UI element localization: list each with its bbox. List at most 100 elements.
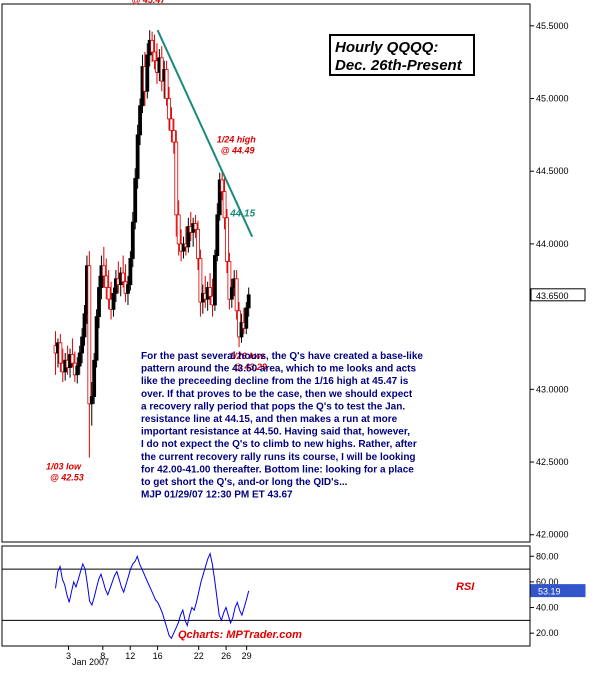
candle (70, 338, 75, 368)
candle (193, 214, 198, 239)
candle (126, 275, 130, 305)
candle (133, 168, 138, 230)
candle (176, 200, 181, 256)
rsi-last-label: 53.19 (538, 587, 561, 597)
rsi-y-tick-label: 80.00 (536, 551, 559, 561)
candle (99, 255, 104, 300)
candle (97, 275, 101, 329)
annotation-high-124-line2: @ 44.49 (221, 146, 255, 156)
price-y-tick-label: 42.5000 (536, 457, 569, 467)
rsi-y-tick-label: 60.00 (536, 577, 559, 587)
candle (198, 249, 203, 317)
candle (244, 302, 249, 335)
candle (145, 43, 150, 99)
rsi-y-tick-label: 40.00 (536, 603, 559, 613)
candle (77, 345, 82, 375)
x-tick-label: 12 (125, 651, 135, 661)
rsi-label: RSI (456, 581, 475, 593)
candle (169, 107, 174, 143)
candle (82, 304, 87, 346)
candle (181, 236, 186, 259)
candle (114, 270, 118, 303)
commentary-line: pattern around the 43.50 area, which to … (141, 364, 417, 375)
title-box: Hourly QQQQ: Dec. 26th-Present (329, 34, 475, 76)
annotation-high-116-line2: @ 45.47 (132, 0, 167, 5)
candle (227, 252, 232, 310)
candle (92, 352, 97, 404)
x-axis-month-label: Jan 2007 (72, 657, 109, 667)
candle (121, 255, 126, 288)
candle (234, 270, 239, 320)
annotation-low-103-line2: @ 42.53 (50, 473, 84, 483)
price-y-tick-label: 44.5000 (536, 166, 569, 176)
candle (220, 172, 225, 201)
annotation-low-126-line2: @ 43.29 (233, 362, 267, 372)
rsi-y-tick-label: 20.00 (536, 628, 559, 638)
commentary-line: important resistance at 44.50. Having sa… (141, 427, 410, 438)
candle (215, 203, 220, 262)
chart-title: Hourly QQQQ: (335, 39, 438, 56)
x-tick-label: 16 (153, 651, 163, 661)
last-price-box (530, 288, 586, 302)
price-y-tick-label: 44.0000 (536, 239, 569, 249)
candle (80, 328, 84, 364)
candle (213, 249, 217, 311)
commentary-line: resistance line at 44.15, and then makes… (141, 414, 398, 425)
x-tick-label: 3 (66, 651, 71, 661)
candle (104, 258, 109, 300)
chart-subtitle: Dec. 26th-Present (335, 57, 463, 74)
candle (196, 220, 200, 271)
candle (152, 34, 157, 70)
candle (167, 86, 171, 131)
commentary-block: For the past several hours, the Q's have… (141, 351, 423, 501)
candle (171, 118, 176, 154)
commentary-line: a recovery rally period that pops the Q'… (141, 401, 405, 412)
candle (87, 251, 92, 458)
commentary-line: to get short the Q's, and-or long the QI… (141, 477, 348, 488)
candle (138, 98, 142, 146)
candle (58, 334, 63, 372)
commentary-line: For the past several hours, the Q's have… (141, 351, 423, 362)
annotation-low-103-line1: 1/03 low (46, 462, 82, 472)
rsi-panel (1, 545, 531, 647)
candle (186, 217, 191, 253)
commentary-line: the current recovery rally runs its cour… (141, 452, 416, 463)
commentary-line: over. If that proves to be the case, the… (141, 389, 413, 400)
candle (174, 130, 179, 237)
candle (246, 287, 251, 317)
candle (111, 287, 116, 317)
candle (225, 209, 229, 273)
candle (208, 273, 212, 305)
commentary-line: like the preceeding decline from the 1/1… (141, 376, 409, 387)
candle (101, 246, 106, 288)
candle (217, 172, 222, 221)
x-tick-label: 29 (242, 651, 252, 661)
candle (229, 278, 234, 308)
rsi-line (55, 552, 250, 640)
price-y-tick-label: 45.5000 (536, 21, 569, 31)
candle (106, 270, 111, 310)
price-y-tick-label: 43.0000 (536, 384, 569, 394)
commentary-line: MJP 01/29/07 12:30 PM ET 43.67 (141, 490, 293, 501)
candle (135, 124, 140, 189)
candle (222, 177, 227, 230)
candle (150, 31, 155, 63)
commentary-line: I do not expect the Q's to climb to new … (141, 439, 417, 450)
candle (130, 211, 135, 268)
x-tick-label: 26 (221, 651, 231, 661)
trendline-label: 44.15 (229, 209, 255, 220)
annotation-high-124-line1: 1/24 high (217, 135, 257, 145)
candle (164, 60, 169, 106)
candle (239, 313, 244, 343)
x-tick-label: 22 (194, 651, 204, 661)
resistance-trendline (156, 29, 254, 238)
price-y-tick-label: 42.0000 (536, 530, 569, 540)
last-price-label: 43.6500 (536, 291, 569, 301)
price-y-tick-label: 45.0000 (536, 94, 569, 104)
candle (94, 309, 99, 368)
credit-text: Qcharts: MPTrader.com (178, 629, 302, 641)
commentary-line: for 42.00-41.00 thereafter. Bottom line:… (141, 464, 414, 475)
x-tick-label: 8 (100, 651, 105, 661)
